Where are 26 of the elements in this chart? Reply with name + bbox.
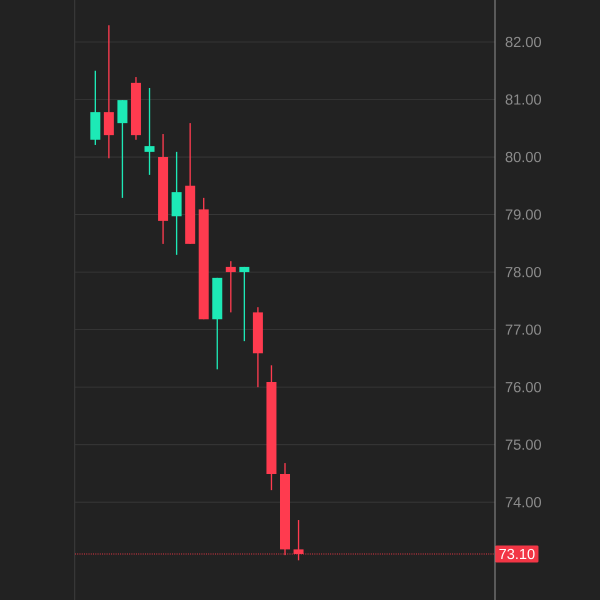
candlestick — [280, 462, 290, 556]
candlestick — [104, 24, 114, 159]
candlestick — [144, 87, 155, 176]
candlestick — [130, 76, 141, 140]
y-tick-label: 81.00 — [506, 94, 542, 105]
candlestick — [294, 519, 304, 561]
candlestick — [252, 306, 263, 388]
candlestick — [90, 70, 100, 146]
y-tick-label: 74.00 — [506, 497, 542, 508]
y-tick-label: 76.00 — [506, 382, 542, 392]
y-tick-label: 77.00 — [506, 324, 542, 335]
y-tick-label: 78.00 — [506, 266, 542, 278]
ref-line-label: 73.10 — [499, 548, 535, 560]
candlestick — [158, 133, 168, 245]
candlestick — [239, 266, 250, 342]
candlestick — [226, 260, 236, 314]
candlestick — [117, 99, 128, 199]
y-tick-label: 79.00 — [506, 209, 542, 220]
y-tick-label: 82.00 — [506, 36, 542, 48]
candlestick — [198, 197, 209, 320]
y-tick-label: 80.00 — [506, 152, 542, 162]
y-tick-label: 75.00 — [506, 440, 542, 450]
candlestick — [172, 151, 182, 256]
candlestick — [266, 364, 276, 491]
candlestick — [185, 122, 196, 245]
candlestick — [212, 277, 222, 370]
